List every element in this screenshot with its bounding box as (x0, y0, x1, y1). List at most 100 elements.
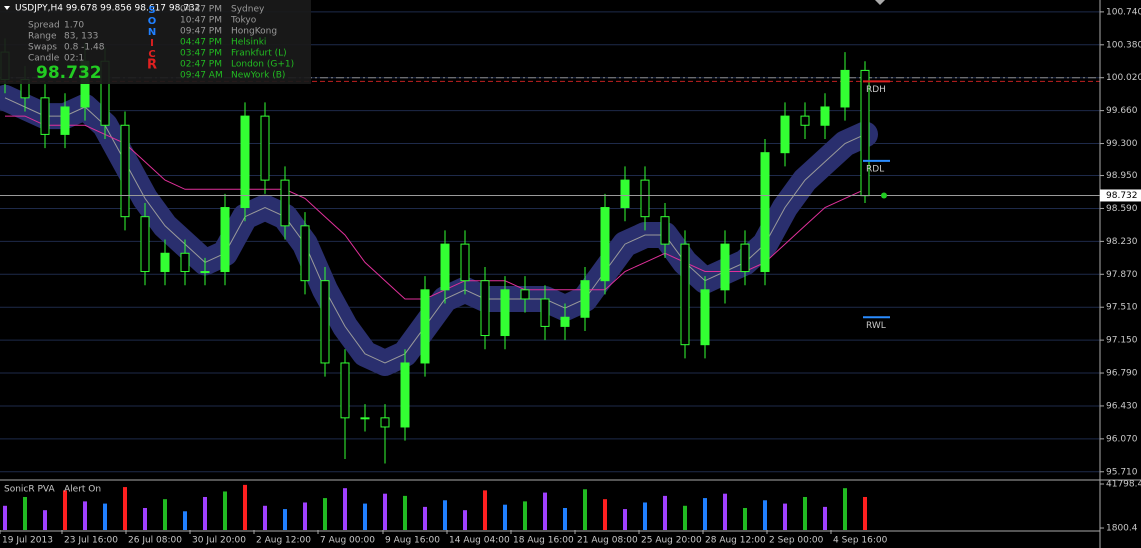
session-city: NewYork (B) (231, 71, 285, 81)
volume-bar (563, 507, 567, 530)
candle-body (520, 289, 530, 300)
plot (0, 11, 1100, 530)
y-tick-label: 97.510 (1106, 303, 1138, 313)
volume-bar (403, 495, 407, 530)
candle-body (840, 69, 850, 108)
candle-body (720, 243, 730, 291)
volume-bar (43, 510, 47, 530)
candle-body (780, 115, 790, 154)
y-tick-label: 95.710 (1106, 467, 1138, 477)
y-tick-label: 96.790 (1106, 369, 1138, 379)
volume-bar (283, 509, 287, 530)
info-value: 1.70 (64, 21, 84, 31)
volume-bar (123, 487, 127, 530)
candle-body (300, 225, 310, 282)
session-city: Tokyo (230, 16, 257, 26)
candle-body (440, 243, 450, 291)
candle-body (400, 362, 410, 428)
volume-bar (863, 496, 867, 530)
menu-arrow (4, 6, 10, 10)
volume-bar (703, 498, 707, 530)
candle-body (380, 417, 390, 428)
y-tick-label: 97.870 (1106, 270, 1138, 280)
info-rows: Spread 1.70 Range 83, 133 Swaps 0.8 -1.48 Cand… (28, 5, 294, 84)
x-tick-label: 2 Sep 00:00 (769, 536, 824, 546)
y-tick-label: 98.950 (1106, 171, 1138, 181)
candle-body (680, 243, 690, 346)
candle-body (320, 280, 330, 364)
candle-body (460, 243, 470, 282)
info-label: Swaps (28, 43, 57, 53)
volume-bar (683, 505, 687, 530)
x-tick-label: 14 Aug 04:00 (449, 536, 510, 546)
candle-body (240, 115, 250, 209)
x-tick-label: 21 Aug 08:00 (577, 536, 638, 546)
candle-body (640, 179, 650, 218)
level-label: RWL (866, 321, 886, 331)
volume-bar (843, 488, 847, 530)
y-tick-label: 99.660 (1106, 106, 1138, 116)
y-tick-label: 1800.4 (1106, 524, 1138, 534)
current-price-box (1100, 189, 1141, 202)
level-label: RDH (866, 85, 886, 95)
logo-letter: I (150, 38, 154, 49)
volume-bar (723, 493, 727, 530)
symbol-header: USDJPY,H4 99.678 99.856 98.617 98.732 (15, 4, 200, 14)
x-tick-label: 9 Aug 16:00 (385, 536, 440, 546)
y-tick-label: 99.300 (1106, 139, 1138, 149)
candle-body (500, 289, 510, 337)
big-price: 98.732 (36, 63, 102, 83)
volume-bar (363, 503, 367, 530)
session-time: 09:47 PM (180, 27, 222, 37)
y-tick-label: 100.020 (1106, 73, 1141, 83)
y-tick-label: 100.380 (1106, 40, 1141, 50)
x-tick-label: 7 Aug 00:00 (320, 536, 375, 546)
logo-letter: C (148, 49, 155, 60)
session-time: 04:47 PM (180, 38, 222, 48)
session-time: 09:47 AM (180, 71, 223, 81)
session-time: 02:47 PM (180, 60, 222, 70)
candle-body (700, 289, 710, 346)
candle-body (360, 417, 370, 420)
candle-body (760, 152, 770, 273)
session-time: 03:47 PM (180, 49, 222, 59)
candle-body (120, 124, 130, 218)
volume-bar (323, 498, 327, 530)
volume-bar (263, 505, 267, 530)
session-time: 10:47 PM (180, 16, 222, 26)
candle-body (140, 216, 150, 273)
volume-bar (623, 509, 627, 530)
session-city: Helsinki (231, 38, 266, 48)
volume-bar (823, 506, 827, 530)
volume-bar (483, 490, 487, 530)
volume-bar (783, 503, 787, 530)
candle-body (160, 252, 170, 273)
volume-bar (423, 506, 427, 530)
volume-bar (143, 507, 147, 530)
info-value: 02:1 (64, 54, 84, 64)
session-city: HongKong (231, 27, 277, 37)
candle-body (740, 243, 750, 273)
candle-body (180, 252, 190, 273)
volume-bar (3, 505, 7, 530)
volume-bar (443, 500, 447, 530)
x-tick-label: 26 Jul 08:00 (128, 536, 182, 546)
logo-letter: S (148, 5, 155, 16)
session-city: Frankfurt (L) (231, 49, 287, 59)
y-tick-label: 98.230 (1106, 237, 1138, 247)
info-label: Candle (28, 54, 60, 64)
volume-bar (663, 495, 667, 530)
current-price-label: 98.732 (1106, 191, 1138, 201)
session-city: Sydney (231, 5, 265, 15)
x-tick-label: 2 Aug 12:00 (256, 536, 311, 546)
volume-bar (763, 500, 767, 530)
candle-body (620, 179, 630, 209)
x-tick-label: 18 Aug 16:00 (513, 536, 574, 546)
volume-bar (383, 493, 387, 530)
candle-body (600, 207, 610, 282)
candle-body (260, 115, 270, 181)
shift-marker (875, 0, 885, 5)
candle-body (660, 216, 670, 245)
